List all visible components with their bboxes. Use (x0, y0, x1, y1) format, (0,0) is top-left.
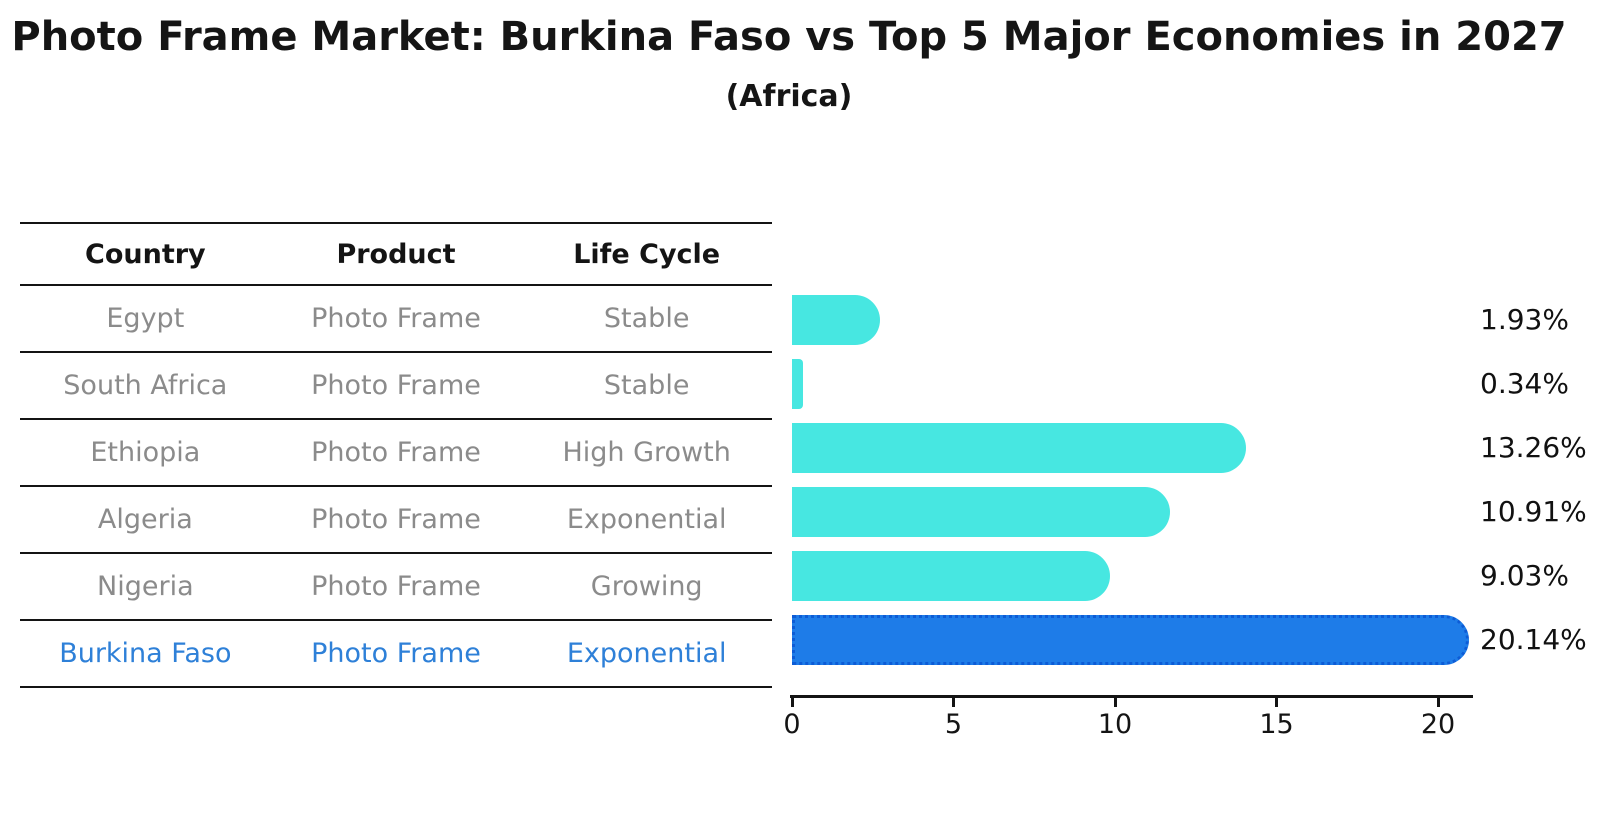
col-header-lifecycle: Life Cycle (573, 238, 721, 270)
x-tick-label: 10 (1097, 709, 1133, 740)
table-row: Nigeria Photo Frame Growing (20, 554, 772, 621)
x-tick (1275, 698, 1278, 707)
table-row: Algeria Photo Frame Exponential (20, 487, 772, 554)
x-tick (952, 698, 955, 707)
value-label: 13.26% (1480, 431, 1587, 464)
x-tick (1113, 698, 1117, 707)
data-table: Country Product Life Cycle Egypt Photo Fr… (20, 222, 772, 688)
x-tick-label: 15 (1259, 709, 1294, 740)
value-label: 9.03% (1480, 559, 1569, 592)
bar-south-africa (792, 359, 803, 409)
col-header-country: Country (85, 238, 206, 270)
table-header-row: Country Product Life Cycle (20, 222, 772, 286)
table-row: South Africa Photo Frame Stable (20, 353, 772, 420)
cell-country: Burkina Faso (59, 638, 232, 669)
value-label: 1.93% (1480, 303, 1569, 336)
cell-country: Egypt (106, 303, 185, 334)
x-tick (1436, 698, 1440, 707)
chart-title: Photo Frame Market: Burkina Faso vs Top … (11, 14, 1567, 60)
cell-country: Nigeria (97, 571, 194, 602)
value-label: 10.91% (1480, 495, 1587, 528)
table-row: Ethiopia Photo Frame High Growth (20, 420, 772, 487)
cell-lifecycle: High Growth (562, 437, 731, 468)
bar-egypt (792, 295, 881, 345)
x-tick-label: 0 (783, 709, 801, 740)
cell-product: Photo Frame (311, 504, 481, 535)
x-tick (790, 698, 794, 707)
cell-lifecycle: Stable (603, 370, 690, 401)
chart-subtitle: (Africa) (725, 79, 853, 114)
cell-country: Ethiopia (90, 437, 201, 468)
cell-country: Algeria (97, 504, 193, 535)
cell-lifecycle: Exponential (566, 638, 727, 669)
table-body: Egypt Photo Frame Stable South Africa Photo … (20, 286, 772, 688)
cell-lifecycle: Stable (603, 303, 690, 334)
cell-country: South Africa (63, 370, 228, 401)
value-label: 20.14% (1480, 623, 1587, 656)
bar-nigeria (792, 551, 1110, 601)
cell-lifecycle: Growing (590, 571, 703, 602)
bar-algeria (792, 487, 1171, 537)
cell-lifecycle: Exponential (566, 504, 727, 535)
value-label: 0.34% (1480, 367, 1569, 400)
x-tick-label: 5 (944, 709, 963, 740)
cell-product: Photo Frame (311, 303, 481, 334)
table-row: Egypt Photo Frame Stable (20, 286, 772, 353)
x-axis-line (790, 695, 1473, 698)
table-row: Burkina Faso Photo Frame Exponential (20, 621, 772, 688)
col-header-product: Product (336, 238, 456, 270)
cell-product: Photo Frame (311, 370, 481, 401)
bar-ethiopia (792, 423, 1247, 473)
bar-highlight-burkina-faso (792, 615, 1469, 665)
cell-product: Photo Frame (311, 571, 481, 602)
cell-product: Photo Frame (311, 638, 481, 669)
x-tick-label: 20 (1420, 709, 1456, 740)
cell-product: Photo Frame (311, 437, 481, 468)
